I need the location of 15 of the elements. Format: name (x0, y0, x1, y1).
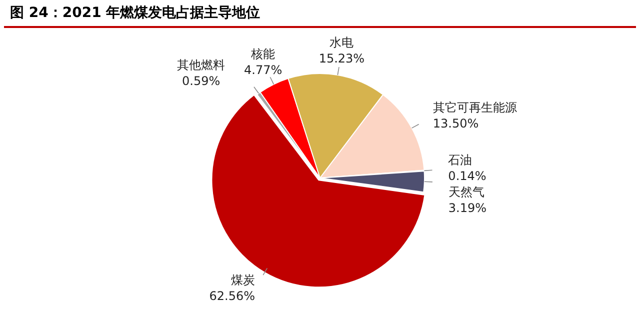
chart-title: 图 24：2021 年燃煤发电占据主导地位 (4, 0, 636, 28)
slice-label: 水电 (330, 35, 354, 50)
slice-label: 石油 (448, 153, 472, 168)
slice-label: 其它可再生能源 (432, 100, 517, 115)
data-label: 0.14% (448, 169, 486, 184)
slice-label: 煤炭 (231, 272, 256, 287)
slice-label: 其他燃料 (177, 58, 226, 72)
data-label: 13.50% (432, 116, 479, 131)
data-label: 0.59% (182, 74, 220, 88)
data-label: 3.19% (448, 201, 487, 216)
data-label: 15.23% (318, 51, 365, 66)
data-label: 62.56% (209, 288, 256, 303)
slice-label: 核能 (250, 46, 276, 61)
data-label: 4.77% (244, 62, 282, 77)
slice-label: 天然气 (448, 185, 484, 200)
